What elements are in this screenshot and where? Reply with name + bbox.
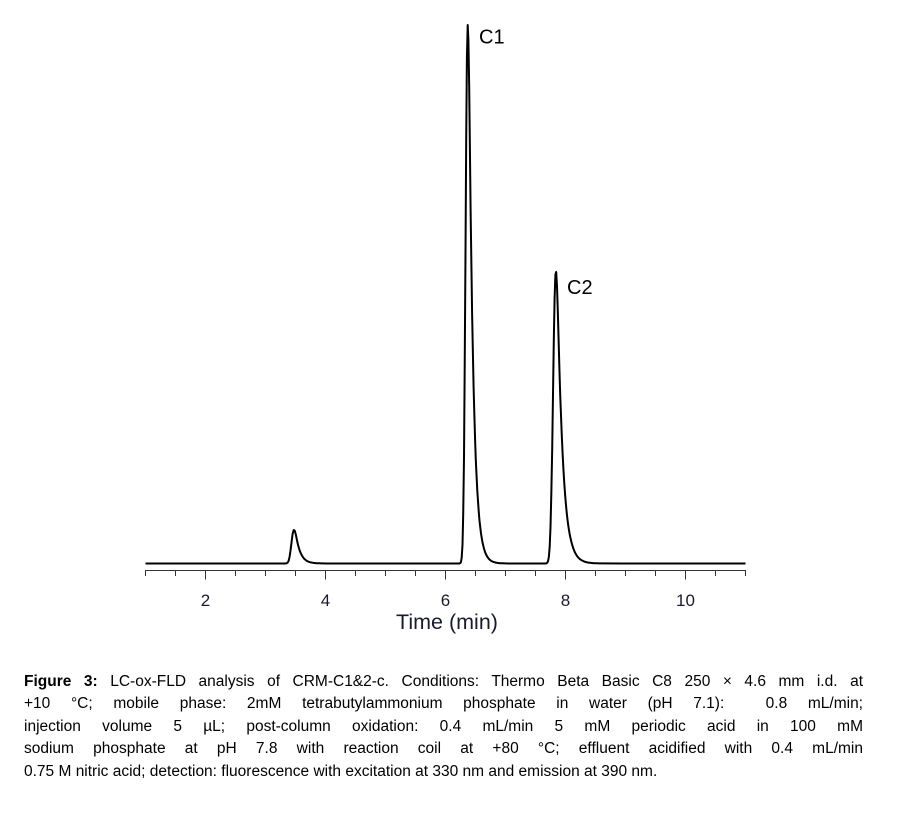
svg-text:Time (min): Time (min): [396, 610, 498, 634]
svg-text:4: 4: [321, 591, 330, 610]
svg-text:6: 6: [441, 591, 450, 610]
svg-text:10: 10: [676, 591, 695, 610]
svg-text:C1: C1: [479, 27, 505, 49]
svg-text:2: 2: [201, 591, 210, 610]
svg-text:C2: C2: [567, 277, 593, 299]
svg-text:8: 8: [561, 591, 570, 610]
